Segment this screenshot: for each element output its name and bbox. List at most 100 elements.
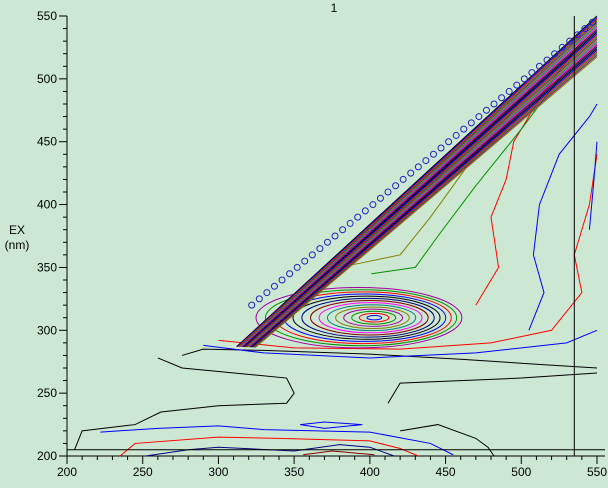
peak-contour-ring [351, 310, 397, 325]
diagonal-marker [376, 194, 384, 202]
diagonal-marker [407, 169, 415, 177]
diagonal-marker [278, 276, 286, 284]
y-tick-label: 200 [37, 449, 57, 463]
diagonal-marker [566, 37, 574, 45]
diagonal-marker [308, 251, 316, 259]
diagonal-marker [323, 238, 331, 246]
diagonal-marker [543, 56, 551, 64]
diagonal-marker [452, 131, 460, 139]
diagonal-contour [236, 15, 598, 347]
diagonal-contour [249, 45, 598, 348]
diagonal-contour [252, 51, 598, 348]
diagonal-contour [246, 38, 598, 348]
x-tick-label: 200 [57, 465, 77, 479]
diagonal-contour [245, 35, 598, 348]
peak-contour-ring [292, 295, 441, 340]
diagonal-contour [246, 36, 598, 348]
y-tick-label: 550 [37, 9, 57, 23]
peak-contour-ring [301, 297, 435, 338]
diagonal-marker [429, 150, 437, 158]
contour-line [181, 348, 598, 369]
diagonal-contour [247, 40, 598, 348]
diagonal-marker [384, 188, 392, 196]
diagonal-marker [581, 25, 589, 33]
contour-line [119, 436, 419, 457]
diagonal-marker [475, 113, 483, 121]
y-tick-label: 300 [37, 323, 57, 337]
diagonal-marker [414, 163, 422, 171]
axes: 200 250 300 350 400 450 500 550 200 250 300 350 400 4… [37, 9, 607, 479]
chart-title: 1 [331, 1, 338, 15]
diagonal-contour [250, 46, 598, 348]
diagonal-marker [248, 301, 256, 309]
diagonal-marker [513, 81, 521, 89]
x-tick-label: 400 [360, 465, 380, 479]
contour-line [145, 444, 395, 457]
y-tick-label: 500 [37, 72, 57, 86]
x-tick-label: 500 [511, 465, 531, 479]
contour-line [100, 425, 454, 456]
diagonal-marker [263, 289, 271, 297]
diagonal-contour [240, 25, 598, 348]
peak-contour-ring [358, 312, 390, 323]
y-tick-label: 400 [37, 198, 57, 212]
diagonal-contour [239, 22, 598, 348]
peak-contour-ring [366, 315, 383, 321]
diagonal-marker [301, 257, 309, 265]
diagonal-marker [498, 94, 506, 102]
diagonal-contour [255, 56, 598, 348]
diagonal-contour [237, 17, 598, 348]
y-tick-label: 250 [37, 386, 57, 400]
x-tick-label: 300 [208, 465, 228, 479]
diagonal-marker [392, 182, 400, 190]
contour-line [74, 357, 295, 450]
diagonal-marker [437, 144, 445, 152]
diagonal-marker [490, 100, 498, 108]
peak-contour-ring [335, 306, 410, 329]
contour-line [203, 329, 598, 359]
diagonal-contour [249, 43, 598, 348]
diagonal-marker [293, 263, 301, 271]
peak-contour-ring [264, 289, 458, 347]
diagonal-marker [535, 62, 543, 70]
diagonal-contour [253, 53, 598, 348]
x-tick-label: 450 [436, 465, 456, 479]
diagonal-marker [270, 282, 278, 290]
diagonal-marker [361, 207, 369, 215]
diagonal-contour [251, 48, 598, 348]
diagonal-marker [331, 232, 339, 240]
diagonal-marker [255, 295, 263, 303]
contour-line [300, 421, 363, 429]
diagonal-marker [399, 175, 407, 183]
peak-contour-ring [326, 304, 417, 332]
diagonal-contour [238, 20, 598, 348]
y-tick-label: 350 [37, 260, 57, 274]
x-tick-label: 350 [284, 465, 304, 479]
diagonal-marker [558, 43, 566, 51]
x-tick-label: 250 [133, 465, 153, 479]
diagonal-marker [354, 213, 362, 221]
diagonal-marker [445, 138, 453, 146]
diagonal-marker [482, 106, 490, 114]
diagonal-contour [252, 49, 598, 348]
diagonal-contour [243, 30, 598, 348]
diagonal-contour [242, 28, 598, 348]
diagonal-marker [528, 69, 536, 77]
y-axis-label-line1: EX [9, 223, 25, 237]
y-tick-label: 450 [37, 135, 57, 149]
contour-line [387, 372, 598, 404]
peak-contour-ring [343, 308, 404, 327]
diagonal-marker [460, 125, 468, 133]
y-axis-label-line2: (nm) [5, 238, 30, 252]
diagonal-marker [339, 226, 347, 234]
diagonal-marker [588, 18, 596, 26]
contour-line [218, 154, 598, 350]
peak-contour-ring [255, 287, 463, 349]
diagonal-marker [551, 50, 559, 58]
diagonal-contour [248, 41, 598, 348]
diagonal-contour [237, 18, 598, 348]
contour-line [371, 78, 560, 275]
diagonal-contour [254, 54, 598, 348]
contour-line [303, 450, 375, 456]
